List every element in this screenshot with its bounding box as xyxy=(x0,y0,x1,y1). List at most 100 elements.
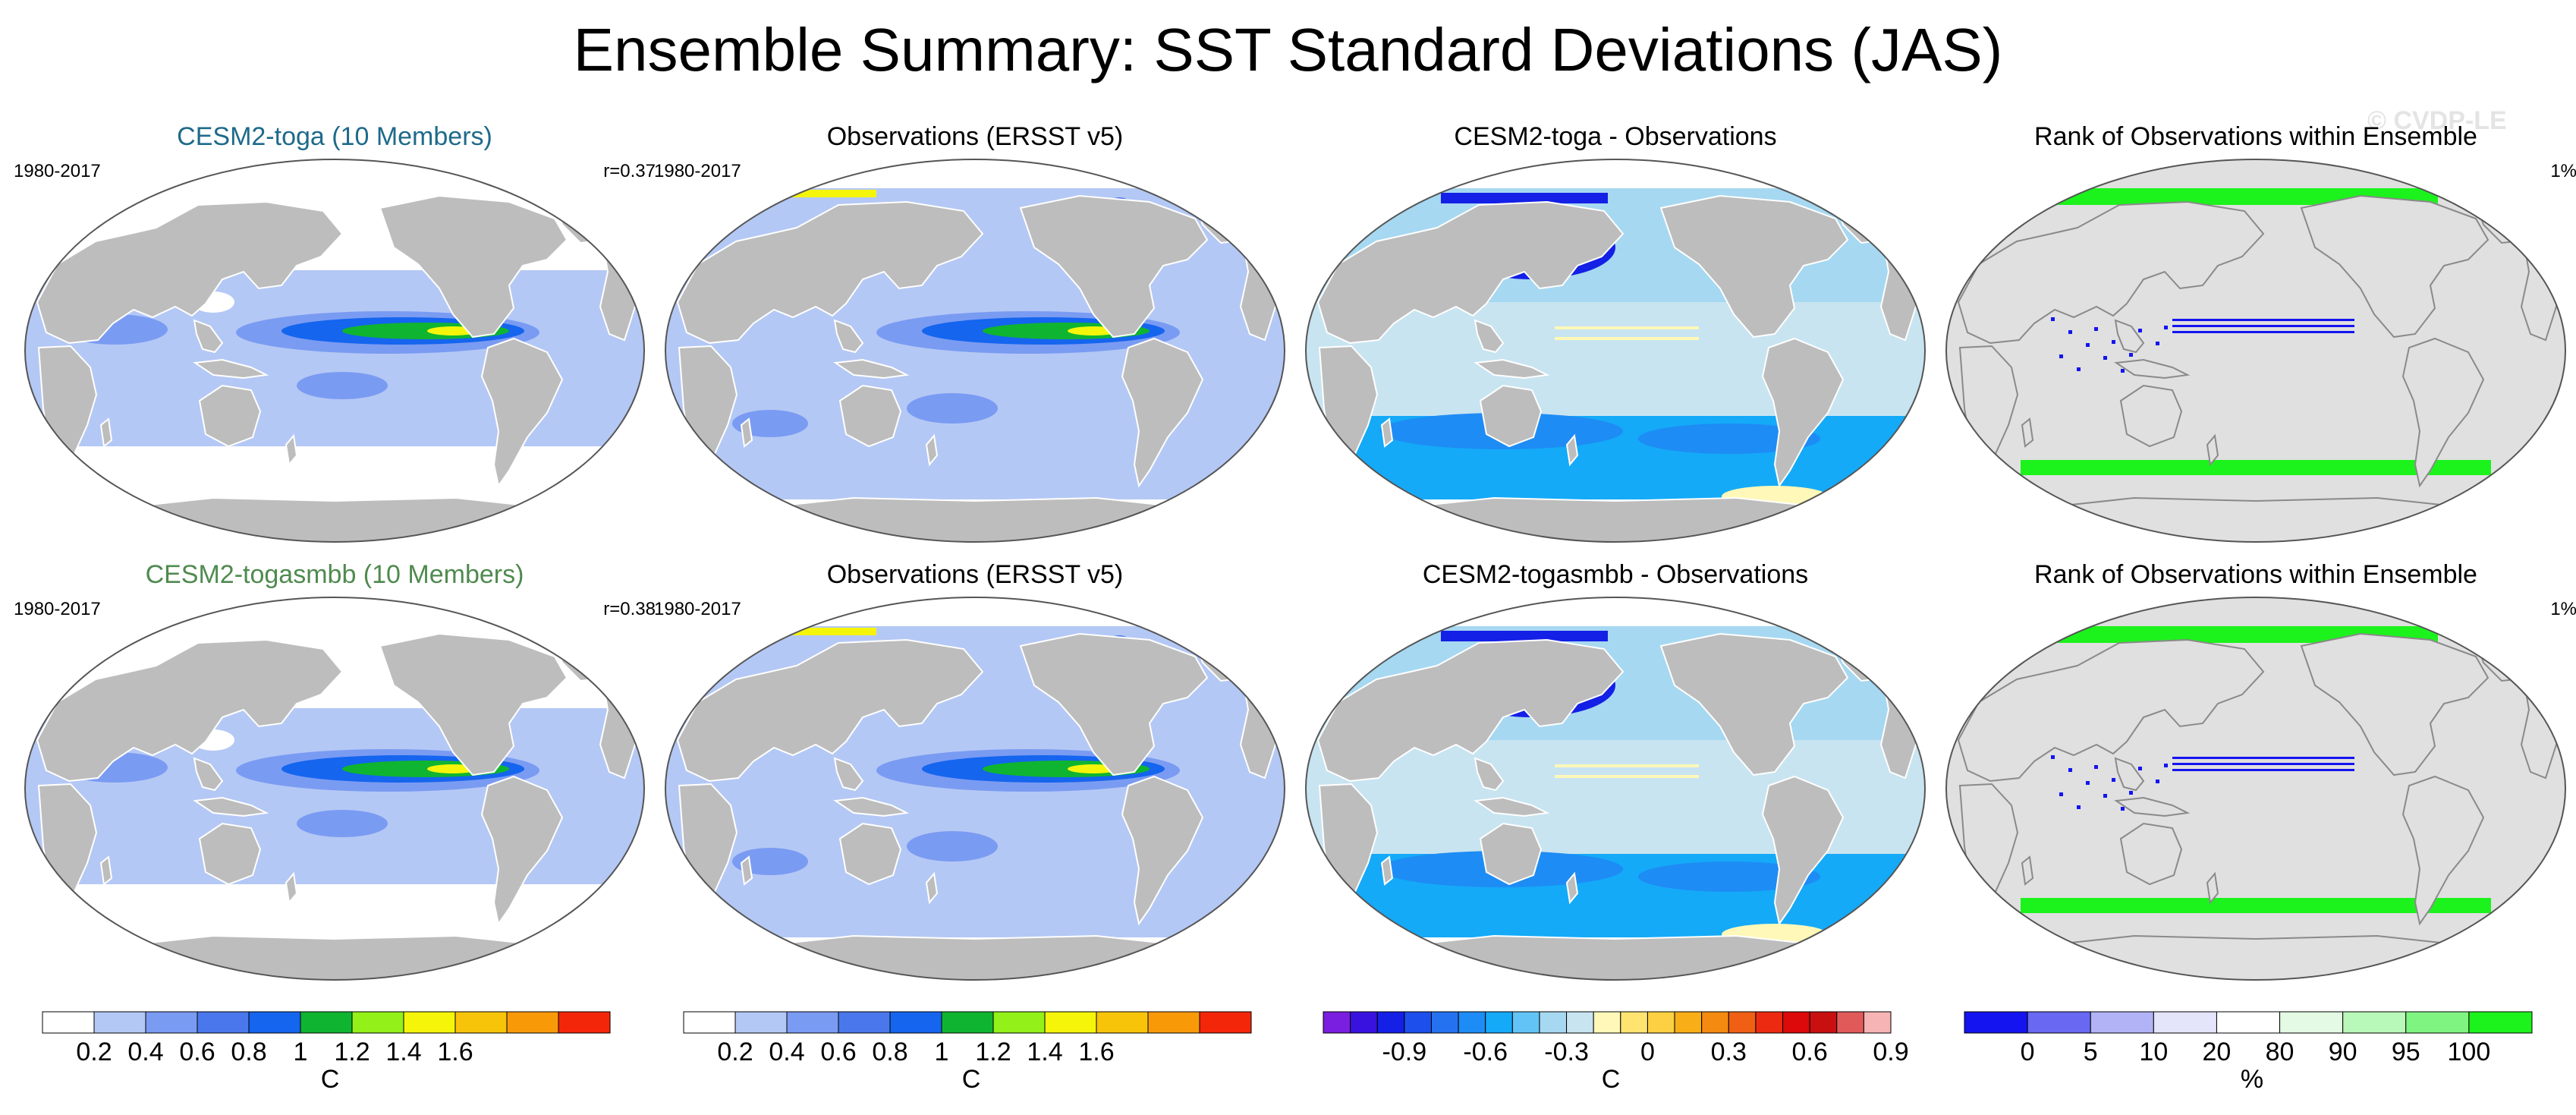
panel-stat: 1% xyxy=(2550,161,2576,181)
rank-low-dot xyxy=(2051,317,2055,321)
colorbar-swatch xyxy=(351,1011,404,1034)
land-northamerica xyxy=(1659,194,1849,339)
diff-eq-line2 xyxy=(1555,775,1699,778)
colorbar-tick-label: 0.9 xyxy=(1873,1038,1909,1066)
diff-arctic xyxy=(1441,631,1608,641)
rank-background xyxy=(1946,597,2565,980)
land-newzealand xyxy=(1565,433,1579,467)
panel-period: 1980-2017 xyxy=(654,161,741,181)
rank-low-dot xyxy=(2077,805,2081,809)
panel-title: Rank of Observations within Ensemble xyxy=(2034,122,2477,151)
panel-title: Rank of Observations within Ensemble xyxy=(2034,560,2477,589)
colorbar: 0 5 10 20 80 90 95 100% xyxy=(1964,1011,2540,1095)
colorbar-tick-label: 95 xyxy=(2391,1038,2420,1066)
panel-title: Observations (ERSST v5) xyxy=(826,122,1124,151)
colorbar-swatch xyxy=(992,1011,1046,1034)
rank-low-dot xyxy=(2068,768,2072,772)
colorbar-tick-label: 0.6 xyxy=(820,1038,857,1066)
land-madagascar xyxy=(740,417,753,448)
rank-low-dot xyxy=(2138,329,2142,332)
land-northamerica xyxy=(1659,632,1849,776)
arctic-anomaly xyxy=(785,628,876,635)
land-eurasia xyxy=(676,638,984,783)
map-content xyxy=(1946,597,2565,980)
colorbar-swatch xyxy=(1674,1011,1703,1034)
colorbar-tick-label: -0.3 xyxy=(1544,1038,1589,1066)
colorbar-tick-label: 0.8 xyxy=(872,1038,908,1066)
panel-title: CESM2-togasmbb - Observations xyxy=(1422,560,1809,589)
colorbar-tick-label: 0.8 xyxy=(231,1038,267,1066)
colorbar-swatch xyxy=(734,1011,788,1034)
rank-low-dot xyxy=(2068,330,2072,334)
map-content xyxy=(1306,597,1925,980)
land-northamerica xyxy=(379,194,568,339)
rank-low-dot xyxy=(2086,343,2090,347)
colorbar-swatch xyxy=(506,1011,559,1034)
map-panel: Observations (ERSST v5) 1980-2017 xyxy=(654,121,1296,546)
land-southamerica xyxy=(480,337,564,488)
colorbar-swatch xyxy=(1728,1011,1757,1034)
land-australia xyxy=(2119,384,2183,448)
land-newzealand xyxy=(285,871,298,905)
map-border xyxy=(1305,597,1926,981)
colorbar-tick-label: 10 xyxy=(2139,1038,2169,1066)
rank-low-dot xyxy=(2164,326,2168,329)
sp-patch xyxy=(297,810,388,837)
land-seasia xyxy=(2114,757,2145,792)
colorbar-tick-label: 0.4 xyxy=(127,1038,164,1066)
colorbar-swatch xyxy=(42,1011,95,1034)
panel-period: 1980-2017 xyxy=(654,599,741,619)
land-seasia xyxy=(833,319,864,354)
colorbar: 0.2 0.4 0.6 0.8 1 1.2 1.4 1.6 C xyxy=(683,1011,1260,1095)
land-newzealand xyxy=(2206,871,2219,905)
world-map xyxy=(665,159,1285,543)
map-content xyxy=(665,159,1285,542)
land-eurasia xyxy=(36,638,344,783)
colorbar-swatch xyxy=(248,1011,301,1034)
panel-title: Observations (ERSST v5) xyxy=(826,560,1124,589)
diff-arctic xyxy=(1441,193,1608,203)
land-antarctica xyxy=(753,496,1197,542)
map-panel: Observations (ERSST v5) 1980-2017 xyxy=(654,559,1296,984)
map-border xyxy=(1945,159,2566,543)
land-southamerica xyxy=(480,775,564,926)
colorbar-swatch xyxy=(1350,1011,1378,1034)
land-newzealand xyxy=(2206,433,2219,467)
land-indonesia xyxy=(193,796,269,817)
map-panel: Rank of Observations within Ensemble 1% xyxy=(1935,559,2576,984)
panel-period: 1980-2017 xyxy=(14,599,101,619)
colorbar-tick-label: 0.2 xyxy=(717,1038,753,1066)
rank-low-dot xyxy=(2156,780,2159,783)
rank-low-dot xyxy=(2138,767,2142,770)
panel-period: 1980-2017 xyxy=(14,161,101,181)
colorbar-swatch xyxy=(2405,1011,2470,1034)
world-map xyxy=(1305,597,1926,981)
land-newzealand xyxy=(285,433,298,467)
rank-low-dot xyxy=(2059,792,2063,796)
land-indonesia xyxy=(833,358,910,380)
watermark: © CVDP-LE xyxy=(2367,106,2507,135)
land-australia xyxy=(838,384,902,448)
colorbar-swatch xyxy=(1809,1011,1838,1034)
rank-low-dot xyxy=(2094,765,2098,769)
colorbar-tick-labels: 0 5 10 20 80 90 95 100 xyxy=(1964,1037,2540,1067)
map-panel: CESM2-togasmbb - Observations xyxy=(1294,559,1936,984)
rank-low-dot xyxy=(2164,764,2168,767)
colorbar-tick-label: 0.6 xyxy=(1791,1038,1828,1066)
land-southamerica xyxy=(1121,775,1204,926)
colorbar-swatch xyxy=(786,1011,839,1034)
map-panel: CESM2-togasmbb (10 Members) 1980-2017 r=0.… xyxy=(14,559,656,984)
colorbar-swatches xyxy=(1323,1011,1892,1034)
land-northamerica xyxy=(1019,632,1209,776)
world-map xyxy=(665,597,1285,981)
panel-title: CESM2-toga (10 Members) xyxy=(177,122,492,151)
rank-low-dot xyxy=(2051,755,2055,759)
land-seasia xyxy=(193,757,224,792)
colorbar-swatch xyxy=(2468,1011,2533,1034)
land-madagascar xyxy=(2021,855,2034,886)
land-newzealand xyxy=(925,433,939,467)
rank-low-dot xyxy=(2129,353,2133,357)
land-madagascar xyxy=(2021,417,2034,448)
colorbar-swatch xyxy=(558,1011,611,1034)
map-content xyxy=(25,597,644,980)
